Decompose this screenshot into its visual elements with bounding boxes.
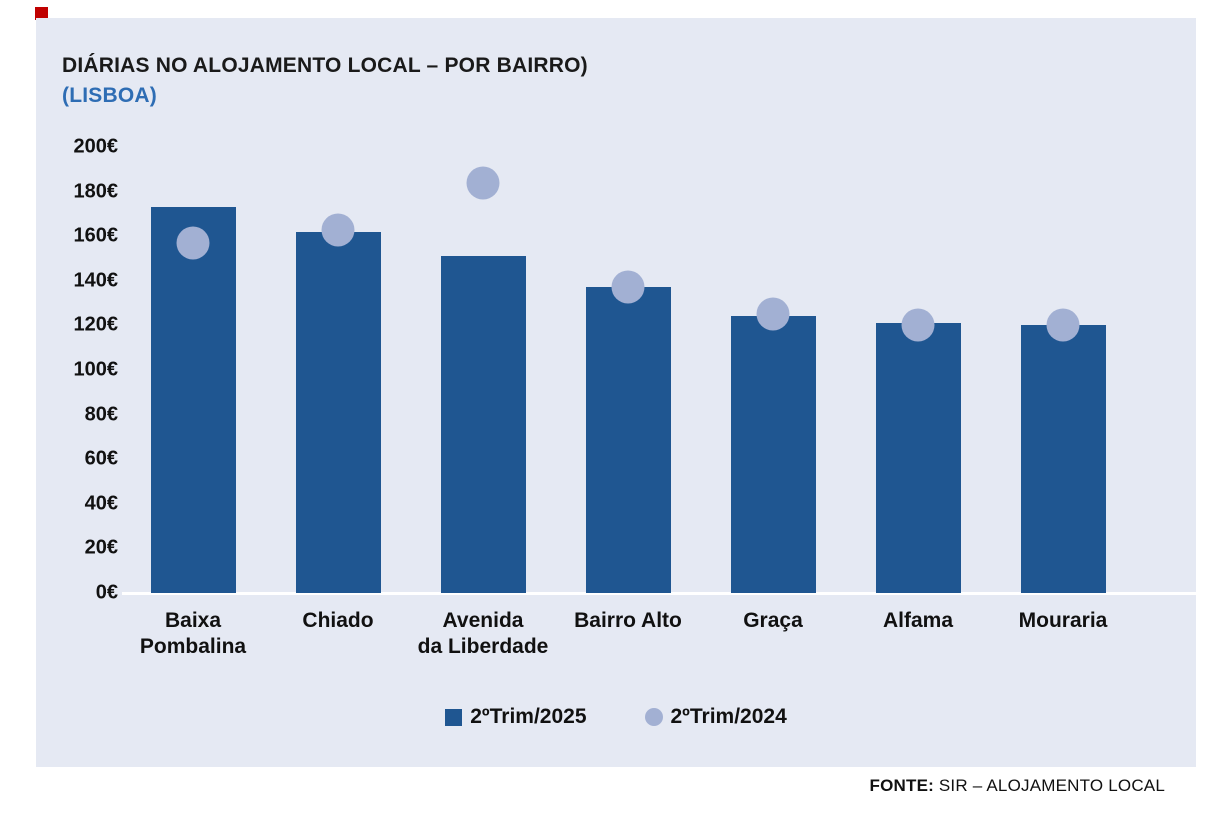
legend-item-2025: 2ºTrim/2025 [445, 705, 587, 729]
brand-mark-square [35, 7, 48, 20]
x-axis-label: Alfama [882, 609, 954, 632]
y-axis-tick-label: 120€ [73, 313, 119, 336]
chart-subtitle: (LISBOA) [62, 84, 157, 107]
dot-avenida-da-liberdade [466, 166, 500, 200]
x-axis-label: Graça [743, 609, 803, 632]
bar-chiado [295, 231, 381, 593]
y-axis-tick-label: 20€ [84, 536, 118, 559]
bar-graça [730, 316, 816, 593]
legend-label-2024: 2ºTrim/2024 [670, 705, 787, 728]
chart-title: DIÁRIAS NO ALOJAMENTO LOCAL – POR BAIRRO… [62, 54, 588, 77]
y-axis-tick-label: 100€ [73, 358, 119, 381]
x-axis-label: Baixa Pombalina [139, 609, 247, 659]
bar-swatch-icon [445, 708, 463, 726]
y-axis-tick-label: 160€ [73, 224, 119, 247]
y-axis-tick-label: 80€ [84, 403, 118, 426]
dot-graça [756, 297, 790, 331]
x-axis-label: Bairro Alto [574, 609, 682, 632]
source-text: SIR – ALOJAMENTO LOCAL [933, 776, 1165, 795]
y-axis-tick-label: 40€ [84, 492, 118, 515]
source-note: FONTE: SIR – ALOJAMENTO LOCAL [870, 776, 1166, 796]
x-axis-label: Mouraria [1018, 609, 1108, 632]
chart-panel: DIÁRIAS NO ALOJAMENTO LOCAL – POR BAIRRO… [36, 18, 1196, 767]
x-axis-label: Chiado [302, 609, 374, 632]
y-axis-tick-label: 0€ [95, 581, 118, 604]
bar-bairro-alto [585, 287, 671, 593]
bar-avenida-da-liberdade [440, 256, 526, 593]
legend: 2ºTrim/2025 2ºTrim/2024 [36, 705, 1196, 729]
dot-chiado [321, 213, 355, 246]
source-label: FONTE: [869, 776, 934, 795]
x-axis-line [122, 592, 1196, 595]
dot-bairro-alto [611, 270, 645, 304]
dot-mouraria [1046, 308, 1080, 342]
bar-alfama [875, 323, 961, 593]
dot-alfama [901, 308, 935, 342]
y-axis-tick-label: 180€ [73, 180, 119, 203]
legend-item-2024: 2ºTrim/2024 [644, 705, 787, 729]
dot-baixa-pombalina [176, 226, 210, 260]
legend-label-2025: 2ºTrim/2025 [470, 705, 587, 728]
dot-swatch-icon [644, 708, 663, 726]
x-axis-label: Avenida da Liberdade [417, 609, 549, 659]
y-axis-tick-label: 140€ [73, 269, 119, 292]
bar-baixa-pombalina [150, 207, 236, 593]
bar-mouraria [1020, 325, 1106, 593]
y-axis-tick-label: 200€ [73, 135, 119, 158]
y-axis-tick-label: 60€ [84, 447, 118, 470]
